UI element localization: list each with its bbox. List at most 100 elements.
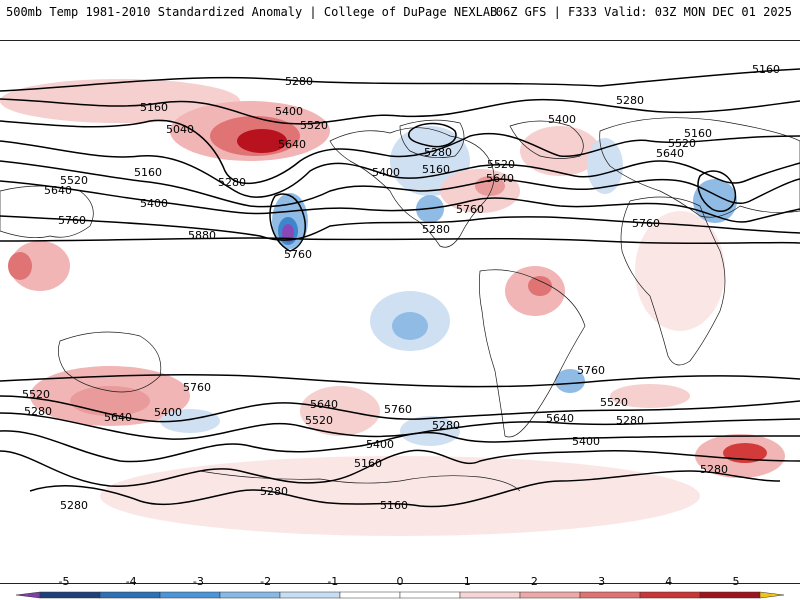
colorbar-tick-label: -2 <box>260 575 271 588</box>
contour-line <box>0 395 800 423</box>
australia-coast <box>58 331 162 393</box>
contour-label: 5400 <box>366 438 394 451</box>
contour-label: 5400 <box>154 406 182 419</box>
contour-label: 5520 <box>600 396 628 409</box>
contour-label: 5760 <box>384 403 412 416</box>
contour-label: 5400 <box>548 113 576 126</box>
colorbar-max-arrow <box>759 591 785 599</box>
warm-anomaly-patch <box>100 456 700 536</box>
contour-line <box>697 170 737 212</box>
colorbar-tick-label: 0 <box>397 575 404 588</box>
colorbar-segment <box>639 591 701 599</box>
cold-anomaly-patch <box>587 138 623 194</box>
colorbar-tick-label: -4 <box>126 575 137 588</box>
map-title: 500mb Temp 1981-2010 Standardized Anomal… <box>6 5 498 19</box>
warm-anomaly-patch <box>635 211 725 331</box>
contour-label: 5400 <box>372 166 400 179</box>
colorbar-tick-label: -3 <box>193 575 204 588</box>
colorbar-segment <box>159 591 221 599</box>
contour-line <box>0 449 800 487</box>
colorbar-tick-label: 3 <box>598 575 605 588</box>
asia-coast <box>599 117 800 218</box>
colorbar-segment <box>699 591 761 599</box>
colorbar-tick-label: 2 <box>531 575 538 588</box>
contour-label: 5280 <box>700 463 728 476</box>
contour-label: 5400 <box>572 435 600 448</box>
warm-anomaly-patch <box>475 176 505 196</box>
north-america-coast <box>329 127 495 248</box>
africa-coast <box>620 196 726 366</box>
colorbar-tick-label: -1 <box>327 575 338 588</box>
contour-label: 5040 <box>166 123 194 136</box>
cold-anomaly-patch <box>555 369 585 393</box>
contour-label: 5640 <box>310 398 338 411</box>
contour-label: 5760 <box>632 217 660 230</box>
colorbar-segment <box>459 591 521 599</box>
contour-label: 5520 <box>668 137 696 150</box>
contour-label: 5760 <box>183 381 211 394</box>
contour-label: 5280 <box>218 176 246 189</box>
cold-anomaly-patch <box>392 312 428 340</box>
contour-labels: 5280 5160 5160 5400 5520 5040 5640 5280 … <box>22 63 780 512</box>
contour-label: 5640 <box>104 411 132 424</box>
warm-anomaly-max <box>237 129 287 153</box>
warm-anomaly-patch <box>0 79 240 123</box>
contour-label: 5400 <box>140 197 168 210</box>
warm-anomaly-patch <box>528 276 552 296</box>
model-run-info: 06Z GFS | F333 Valid: 03Z MON DEC 01 202… <box>495 5 792 19</box>
map-panel: 5280 5160 5160 5400 5520 5040 5640 5280 … <box>0 40 800 584</box>
contour-label: 5160 <box>354 457 382 470</box>
contour-label: 5760 <box>577 364 605 377</box>
warm-anomaly-patch <box>8 252 32 280</box>
south-america-coast <box>478 269 586 438</box>
contour-label: 5520 <box>487 158 515 171</box>
contour-label: 5520 <box>22 388 50 401</box>
contour-label: 5760 <box>284 248 312 261</box>
contour-line <box>0 215 800 241</box>
contour-line <box>0 119 800 185</box>
contour-label: 5640 <box>656 147 684 160</box>
contour-label: 5640 <box>546 412 574 425</box>
warm-anomaly-patch <box>300 386 380 436</box>
contour-label: 5160 <box>380 499 408 512</box>
contour-line <box>0 430 800 463</box>
cold-anomaly-patch <box>160 409 220 433</box>
europe-coast <box>509 120 584 159</box>
contour-line <box>0 412 800 440</box>
height-contours <box>0 68 800 508</box>
colorbar-segment <box>219 591 281 599</box>
cold-anomaly-max <box>282 224 294 242</box>
contour-label: 5280 <box>24 405 52 418</box>
contour-label: 5160 <box>752 63 780 76</box>
colorbar-tick-label: 1 <box>464 575 471 588</box>
contour-line <box>0 374 800 388</box>
coastlines <box>0 117 800 492</box>
colorbar-segment <box>399 591 461 599</box>
contour-label: 5760 <box>58 214 86 227</box>
warm-anomaly-patch <box>70 386 150 416</box>
contour-label: 5280 <box>260 485 288 498</box>
contour-label: 5280 <box>432 419 460 432</box>
contour-label: 5160 <box>684 127 712 140</box>
contour-line <box>0 160 800 208</box>
contour-line <box>0 98 800 125</box>
contour-label: 5640 <box>278 138 306 151</box>
contour-label: 5520 <box>305 414 333 427</box>
anomaly-map: 5280 5160 5160 5400 5520 5040 5640 5280 … <box>0 63 800 536</box>
contour-line <box>269 193 306 252</box>
colorbar-segment <box>99 591 161 599</box>
colorbar-segment <box>39 591 101 599</box>
contour-label: 5160 <box>140 101 168 114</box>
colorbar-segment <box>339 591 401 599</box>
contour-label: 5280 <box>616 94 644 107</box>
contour-label: 5880 <box>188 229 216 242</box>
colorbar-ticks: -5 -4 -3 -2 -1 0 1 2 3 4 5 <box>59 575 740 588</box>
contour-line <box>0 180 800 223</box>
contour-label: 5160 <box>422 163 450 176</box>
contour-label: 5280 <box>424 146 452 159</box>
warm-anomaly-patch <box>520 126 600 176</box>
contour-line <box>29 470 781 508</box>
colorbar-segments <box>15 591 785 599</box>
greenland-coast <box>399 119 465 158</box>
colorbar-min-arrow <box>15 591 41 599</box>
